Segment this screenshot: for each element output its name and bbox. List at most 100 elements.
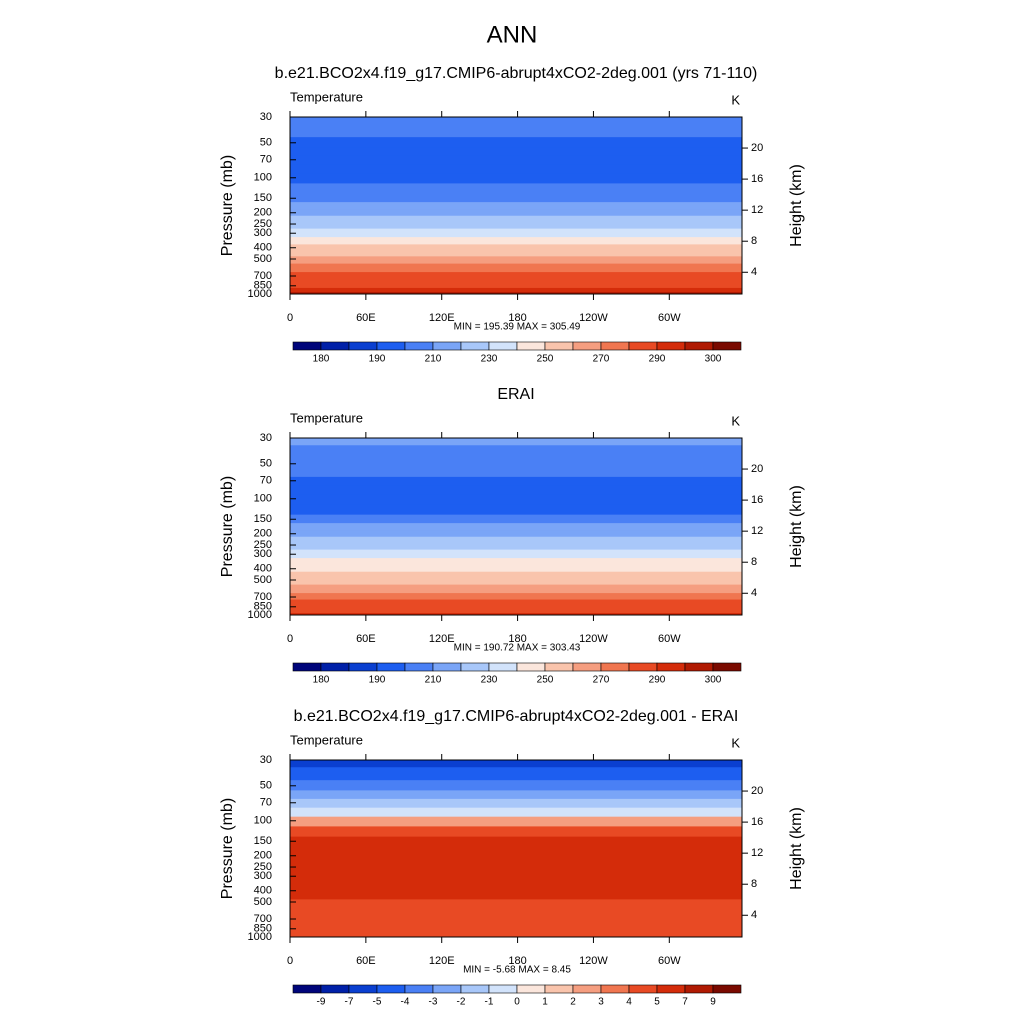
contour-band [290, 899, 742, 908]
contour-band [290, 852, 742, 860]
x-tick-label: 120E [429, 312, 455, 324]
colorbar-box [404, 662, 434, 672]
contour-band [290, 915, 742, 923]
contour-band [290, 124, 742, 138]
contour-band [290, 458, 742, 469]
contour-band [290, 880, 742, 888]
contour-band [290, 173, 742, 184]
colorbar-label: 230 [481, 675, 498, 686]
contour-band [290, 438, 742, 446]
colorbar-box [712, 984, 742, 994]
colorbar-box [656, 341, 686, 351]
x-tick-label: 60W [658, 312, 681, 324]
colorbar-label: -4 [401, 997, 410, 1008]
colorbar-box [684, 984, 714, 994]
contour-band [290, 193, 742, 203]
colorbar-label: -1 [485, 997, 494, 1008]
y2-tick-label: 16 [751, 494, 763, 506]
y2-tick-label: 12 [751, 525, 763, 537]
contour-band [290, 445, 742, 459]
colorbar-box [516, 341, 546, 351]
colorbar-box [376, 662, 406, 672]
contour-band [290, 780, 742, 791]
y-tick-label: 400 [254, 242, 272, 254]
y-tick-label: 850 [254, 601, 272, 613]
colorbar-label: 0 [514, 997, 520, 1008]
colorbar-box [460, 984, 490, 994]
contour-band [290, 836, 742, 846]
colorbar-box [488, 662, 518, 672]
y-tick-label: 850 [254, 923, 272, 935]
colorbar-label: 1 [542, 997, 548, 1008]
colorbar-box [628, 662, 658, 672]
stats: MIN = 190.72 MAX = 303.43 [454, 643, 581, 654]
contour-band [290, 558, 742, 566]
y-tick-label: 200 [254, 528, 272, 540]
panel-title: b.e21.BCO2x4.f19_g17.CMIP6-abrupt4xCO2-2… [294, 708, 739, 725]
y2-tick-label: 4 [751, 266, 757, 278]
y-tick-label: 70 [260, 797, 272, 809]
contour-band [290, 536, 742, 543]
y-tick-label: 1000 [248, 609, 272, 621]
colorbar-box [432, 662, 462, 672]
contour-band [290, 514, 742, 524]
x-tick-label: 180 [508, 312, 526, 324]
colorbar-box [488, 984, 518, 994]
variable-label: Temperature [290, 732, 363, 747]
colorbar-label: 270 [593, 675, 610, 686]
contour-band [290, 584, 742, 594]
x-tick-label: 180 [508, 955, 526, 967]
panel-title: b.e21.BCO2x4.f19_g17.CMIP6-abrupt4xCO2-2… [275, 65, 758, 82]
contour-band [290, 887, 742, 895]
colorbar-box [432, 341, 462, 351]
contour-band [290, 523, 742, 531]
contour-band [290, 221, 742, 230]
colorbar-box [348, 341, 378, 351]
contour-band [290, 858, 742, 865]
contour-band [290, 494, 742, 505]
y-tick-label: 500 [254, 253, 272, 265]
x-tick-label: 60W [658, 955, 681, 967]
y-tick-label: 300 [254, 548, 272, 560]
plot-frame [289, 437, 743, 616]
colorbar-label: 230 [481, 354, 498, 365]
plot-frame [289, 759, 743, 938]
x-tick-label: 120W [579, 633, 608, 645]
contour-band [290, 571, 742, 578]
colorbar-label: 300 [705, 675, 722, 686]
y-tick-label: 150 [254, 192, 272, 204]
colorbar-box [292, 984, 322, 994]
colorbar-box [376, 341, 406, 351]
y2-tick-label: 20 [751, 142, 763, 154]
colorbar-box [628, 984, 658, 994]
y-tick-label: 1000 [248, 288, 272, 300]
colorbar-box [628, 341, 658, 351]
contour-band [290, 256, 742, 265]
contour-band [290, 549, 742, 559]
y2-tick-label: 8 [751, 878, 757, 890]
contour-band [290, 202, 742, 210]
y-tick-label: 70 [260, 154, 272, 166]
y2-axis-label: Height (km) [788, 807, 805, 890]
colorbar-box [320, 984, 350, 994]
contour-band [290, 930, 742, 936]
colorbar-label: 190 [369, 354, 386, 365]
colorbar-box [348, 984, 378, 994]
colorbar-label: 4 [626, 997, 632, 1008]
y2-tick-label: 20 [751, 785, 763, 797]
y-tick-label: 150 [254, 513, 272, 525]
y-tick-label: 100 [254, 815, 272, 827]
y-tick-label: 250 [254, 539, 272, 551]
y2-axis-label: Height (km) [788, 164, 805, 247]
contour-band [290, 604, 742, 610]
contour-band [290, 237, 742, 245]
colorbar-label: 7 [682, 997, 688, 1008]
colorbar-box [656, 984, 686, 994]
contour-band [290, 209, 742, 217]
y-tick-label: 500 [254, 574, 272, 586]
colorbar-box [600, 984, 630, 994]
contour-band [290, 287, 742, 293]
y-tick-label: 30 [260, 111, 272, 123]
y-tick-label: 700 [254, 270, 272, 282]
contour-band [290, 155, 742, 166]
